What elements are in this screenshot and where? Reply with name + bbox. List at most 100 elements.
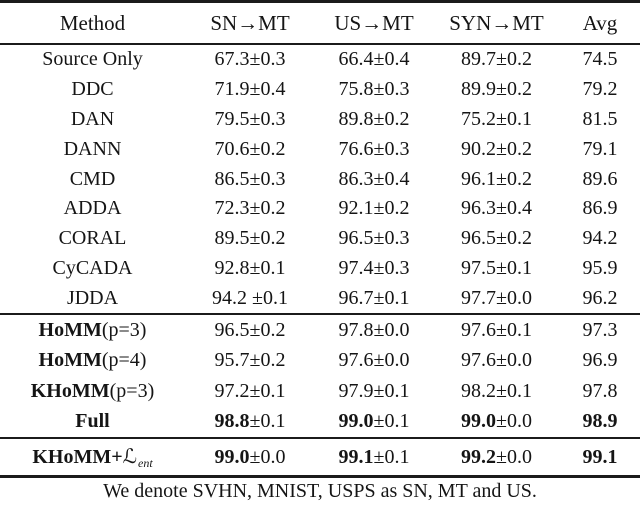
value-err: ±0.0 bbox=[496, 286, 532, 309]
value-main: 96.5 bbox=[214, 318, 250, 341]
value-err: ±0.4 bbox=[249, 78, 286, 101]
value-main: 94.2 bbox=[212, 286, 252, 309]
value-main: 89.9 bbox=[461, 78, 496, 101]
value-err: ±0.1 bbox=[373, 445, 410, 468]
value-err: ±0.2 bbox=[496, 227, 532, 250]
method-name-bold: HoMM bbox=[38, 318, 102, 341]
avg-cell: 79.2 bbox=[582, 78, 618, 101]
table-row-ddc: DDC 71.9±0.4 75.8±0.3 89.9±0.2 79.2 bbox=[0, 75, 640, 105]
method-name-bold: KHoMM+ bbox=[32, 445, 123, 468]
value-err: ±0.3 bbox=[373, 256, 410, 279]
value-err: ±0.1 bbox=[496, 318, 532, 341]
value-cell: 75.8±0.3 bbox=[315, 78, 433, 101]
value-main: 97.6 bbox=[338, 349, 374, 372]
value-err: ±0.0 bbox=[496, 410, 532, 433]
value-main: 96.5 bbox=[338, 227, 374, 250]
section-rule-divider bbox=[0, 437, 640, 440]
value-err: ±0.1 bbox=[373, 410, 410, 433]
bottom-rule-divider bbox=[0, 475, 640, 479]
value-err: ±0.3 bbox=[373, 137, 410, 160]
col-header-us-mt: US→MT bbox=[334, 10, 414, 35]
value-main: 70.6 bbox=[214, 137, 250, 160]
value-main: 97.5 bbox=[461, 256, 496, 279]
value-err: ±0.2 bbox=[496, 167, 532, 190]
value-cell: 96.7±0.1 bbox=[315, 287, 433, 310]
value-cell: 86.3±0.4 bbox=[315, 168, 433, 191]
table-row-full: Full 98.8±0.1 99.0±0.1 99.0±0.0 98.9 bbox=[0, 407, 640, 438]
table-row-khomm-p3: KHoMM(p=3) 97.2±0.1 97.9±0.1 98.2±0.1 97… bbox=[0, 376, 640, 407]
header-rule-divider bbox=[0, 43, 640, 45]
avg-cell: 96.2 bbox=[582, 286, 618, 309]
section-homm-variants: HoMM(p=3) 96.5±0.2 97.8±0.0 97.6±0.1 97.… bbox=[0, 315, 640, 437]
value-cell: 70.6±0.2 bbox=[185, 138, 315, 161]
value-main: 95.7 bbox=[214, 349, 250, 372]
method-cell: HoMM(p=4) bbox=[0, 349, 185, 372]
value-err: ±0.1 bbox=[249, 256, 286, 279]
value-main: 97.9 bbox=[338, 379, 374, 402]
value-main: 89.8 bbox=[338, 107, 374, 130]
value-cell: 95.7±0.2 bbox=[185, 349, 315, 372]
value-cell: 96.5±0.3 bbox=[315, 227, 433, 250]
value-main: 66.4 bbox=[338, 48, 374, 71]
method-cell: Full bbox=[0, 410, 185, 433]
value-main: 90.2 bbox=[461, 137, 496, 160]
value-main: 99.1 bbox=[338, 445, 374, 468]
value-cell: 89.7±0.2 bbox=[433, 48, 560, 71]
value-cell: 71.9±0.4 bbox=[185, 78, 315, 101]
col-header-method: Method bbox=[59, 10, 126, 35]
value-cell: 97.9±0.1 bbox=[315, 380, 433, 403]
value-err: ±0.2 bbox=[249, 137, 286, 160]
method-cell: CORAL bbox=[58, 227, 127, 250]
value-err: ±0.3 bbox=[249, 167, 286, 190]
table-footnote: We denote SVHN, MNIST, USPS as SN, MT an… bbox=[103, 480, 537, 503]
value-cell: 67.3±0.3 bbox=[185, 48, 315, 71]
value-err: ±0.3 bbox=[373, 78, 410, 101]
value-cell: 76.6±0.3 bbox=[315, 138, 433, 161]
value-err: ±0.2 bbox=[496, 137, 532, 160]
table-row-cycada: CyCADA 92.8±0.1 97.4±0.3 97.5±0.1 95.9 bbox=[0, 254, 640, 284]
value-cell: 97.7±0.0 bbox=[433, 287, 560, 310]
avg-cell: 96.9 bbox=[582, 349, 618, 372]
value-cell: 96.5±0.2 bbox=[433, 227, 560, 250]
table-row-jdda: JDDA 94.2 ±0.1 96.7±0.1 97.7±0.0 96.2 bbox=[0, 283, 640, 313]
section-baselines: Source Only 67.3±0.3 66.4±0.4 89.7±0.2 7… bbox=[0, 45, 640, 313]
value-err: ±0.2 bbox=[373, 197, 410, 220]
table-row-khomm-lent: KHoMM+ℒent 99.0±0.0 99.1±0.1 99.2±0.0 99… bbox=[0, 439, 640, 475]
value-err: ±0.2 bbox=[249, 349, 286, 372]
value-cell: 97.5±0.1 bbox=[433, 257, 560, 280]
script-l-symbol: ℒ bbox=[122, 443, 137, 468]
value-err: ±0.2 bbox=[496, 48, 532, 71]
col-header-syn-mt: SYN→MT bbox=[449, 10, 544, 35]
value-err: ±0.3 bbox=[249, 48, 286, 71]
value-main: 97.6 bbox=[461, 349, 496, 372]
value-err: ±0.1 bbox=[496, 256, 532, 279]
value-main: 99.2 bbox=[461, 445, 496, 468]
value-cell: 92.8±0.1 bbox=[185, 257, 315, 280]
avg-cell: 81.5 bbox=[582, 107, 618, 130]
method-cell: KHoMM(p=3) bbox=[0, 380, 185, 403]
value-cell: 98.2±0.1 bbox=[433, 380, 560, 403]
avg-cell: 89.6 bbox=[582, 167, 618, 190]
method-cell: DANN bbox=[63, 137, 122, 160]
section-rule-divider bbox=[0, 313, 640, 316]
value-err: ±0.4 bbox=[496, 197, 532, 220]
avg-cell: 97.8 bbox=[582, 379, 618, 402]
value-err: ±0.2 bbox=[249, 227, 286, 250]
method-cell: KHoMM+ℒent bbox=[0, 444, 185, 471]
value-cell: 90.2±0.2 bbox=[433, 138, 560, 161]
value-cell: 97.4±0.3 bbox=[315, 257, 433, 280]
value-err: ±0.2 bbox=[249, 318, 286, 341]
value-cell: 97.2±0.1 bbox=[185, 380, 315, 403]
value-cell: 89.5±0.2 bbox=[185, 227, 315, 250]
method-cell: CyCADA bbox=[52, 256, 133, 279]
value-err: ±0.1 bbox=[252, 286, 288, 309]
value-err: ±0.2 bbox=[496, 78, 532, 101]
table-row-coral: CORAL 89.5±0.2 96.5±0.3 96.5±0.2 94.2 bbox=[0, 224, 640, 254]
avg-cell: 97.3 bbox=[582, 318, 618, 341]
value-err: ±0.0 bbox=[373, 318, 410, 341]
value-main: 98.2 bbox=[461, 379, 496, 402]
value-err: ±0.0 bbox=[496, 349, 532, 372]
avg-cell: 94.2 bbox=[582, 227, 618, 250]
value-main: 79.5 bbox=[214, 107, 250, 130]
value-cell: 99.2±0.0 bbox=[433, 446, 560, 469]
